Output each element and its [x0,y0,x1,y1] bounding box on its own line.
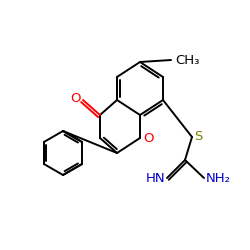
Text: NH₂: NH₂ [206,172,231,184]
Text: O: O [70,92,81,106]
Text: O: O [143,132,154,144]
Text: CH₃: CH₃ [175,54,200,66]
Text: S: S [194,130,202,142]
Text: HN: HN [146,172,165,184]
